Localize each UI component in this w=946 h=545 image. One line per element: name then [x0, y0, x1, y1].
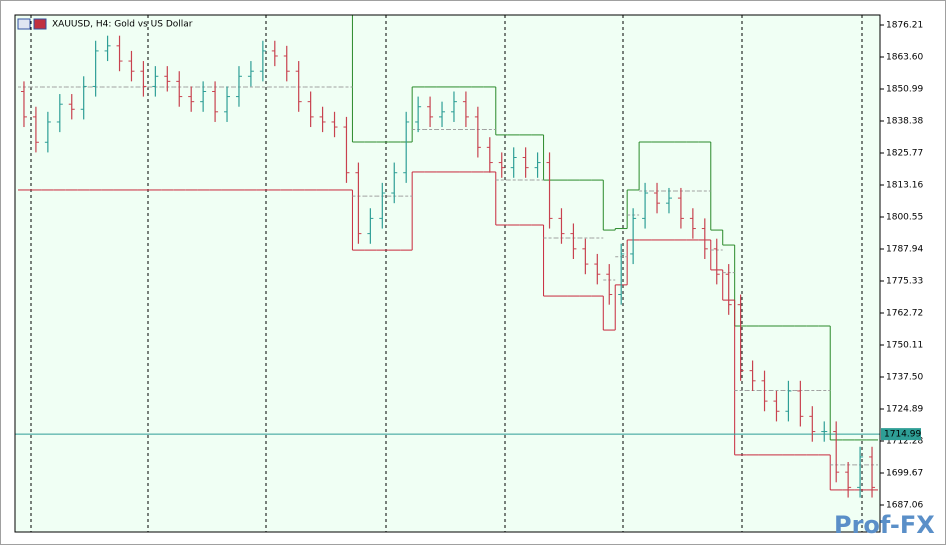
current-price-box: [881, 428, 921, 441]
plot-layer: [15, 15, 880, 532]
y-tick-label: 1687.06: [886, 500, 923, 510]
plot-frame: [14, 14, 881, 533]
toolbar-icons: [17, 18, 47, 30]
y-tick-label: 1787.94: [886, 244, 923, 254]
y-tick-label: 1876.21: [886, 20, 923, 30]
y-tick-label: 1750.11: [886, 340, 923, 350]
y-tick-label: 1775.33: [886, 276, 923, 286]
price-axis: 1876.21 1863.60 1850.99 1838.38 1825.77 1813.…: [880, 20, 923, 510]
y-tick-label: 1712.28: [886, 436, 923, 446]
plot-background: [15, 15, 880, 532]
y-tick-label: 1800.55: [886, 212, 923, 222]
y-tick-label: 1762.72: [886, 308, 923, 318]
chart-title: XAUUSD, H4: Gold vs US Dollar: [52, 20, 193, 30]
y-tick-label: 1850.99: [886, 84, 923, 94]
current-price-label: 1714.99: [884, 430, 921, 440]
y-tick-label: 1737.50: [886, 372, 923, 382]
y-tick-label: 1813.16: [886, 180, 923, 190]
watermark: Prof-FX: [834, 511, 935, 539]
y-tick-label: 1838.38: [886, 116, 923, 126]
y-tick-label: 1825.77: [886, 148, 923, 158]
y-tick-label: 1724.89: [886, 404, 923, 414]
y-tick-label: 1863.60: [886, 52, 923, 62]
y-tick-label: 1699.67: [886, 468, 923, 478]
